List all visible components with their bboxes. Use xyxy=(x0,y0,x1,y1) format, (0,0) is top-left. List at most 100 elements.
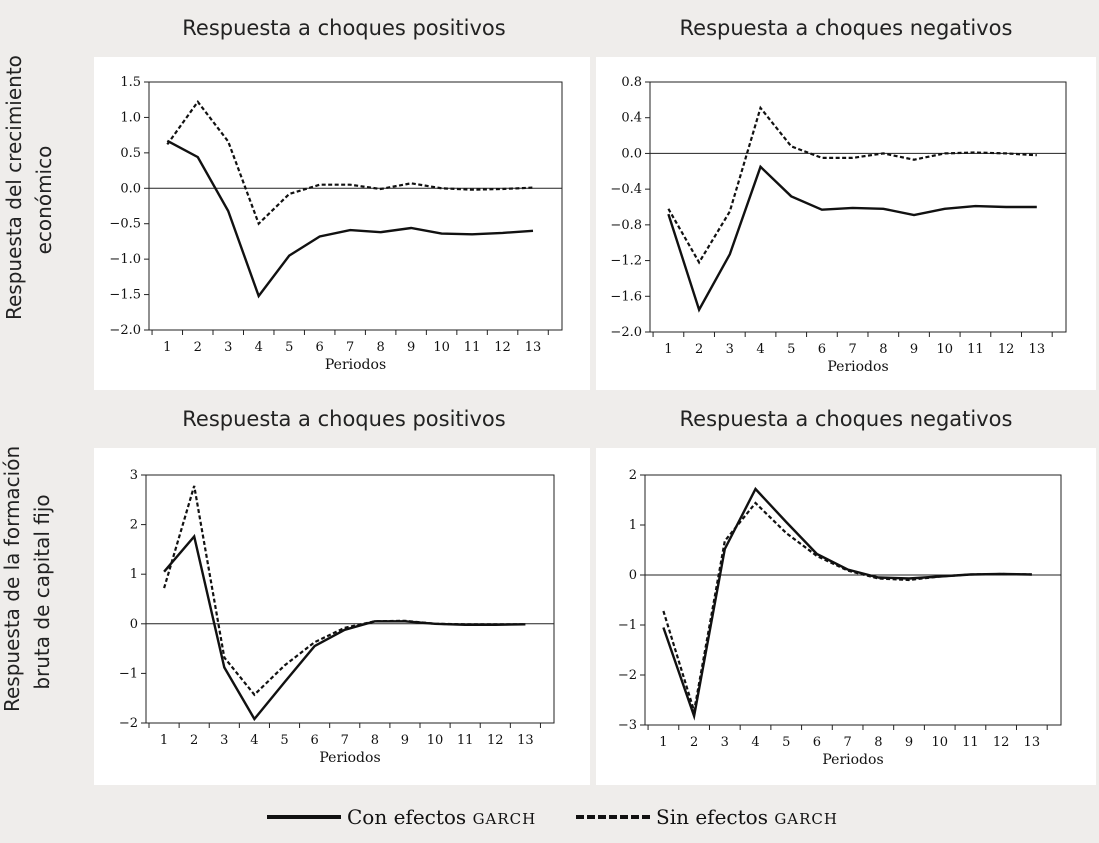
series-line-sin-garch xyxy=(667,105,1037,265)
x-tick-label: 8 xyxy=(874,735,882,750)
chart-title-2: Respuesta a choques negativos xyxy=(679,16,1013,40)
x-tick-label: 12 xyxy=(487,733,504,748)
chart-svg-2: −2.0−1.6−1.2−0.8−0.40.00.40.81 2 3 4 5 6 7 8 9 10… xyxy=(610,75,1067,375)
x-tick-label: 7 xyxy=(843,735,851,750)
y-tick-label: 0 xyxy=(629,568,637,583)
legend-label-sin-sc: GARCH xyxy=(774,810,838,828)
x-tick-label: 10 xyxy=(931,735,948,750)
chart-panel-4: −3 −2 −1 0 1 2 1 2 3 4 5 6 7 8 9 10 11 12 13 Periodos xyxy=(596,448,1096,785)
x-tick-label: 10 xyxy=(936,342,953,357)
y-tick-label: 1.5 xyxy=(120,75,141,90)
series-line-con-garch xyxy=(662,486,1032,721)
x-tick-label: 7 xyxy=(346,340,354,355)
x-tick-label: 1 xyxy=(664,342,672,357)
legend-label-con-prefix: Con efectos xyxy=(347,805,473,829)
x-tick-label: 5 xyxy=(285,340,293,355)
x-tick-label: 7 xyxy=(848,342,856,357)
x-axis-label: Periodos xyxy=(325,357,386,373)
x-tick-label: 11 xyxy=(464,340,481,355)
x-tick-label: 4 xyxy=(751,735,759,750)
y-tick-label: −2.0 xyxy=(109,323,141,338)
y-tick-label: −1 xyxy=(119,666,138,681)
x-tick-label: 11 xyxy=(457,733,474,748)
x-tick-label: 9 xyxy=(905,735,913,750)
y-tick-label: 1.0 xyxy=(120,110,141,125)
y-tick-label: −1.6 xyxy=(610,289,642,304)
row-label-growth-line2: económico xyxy=(32,145,56,255)
x-tick-label: 11 xyxy=(962,735,979,750)
x-tick-label: 6 xyxy=(813,735,821,750)
x-tick-label: 10 xyxy=(427,733,444,748)
x-tick-label: 1 xyxy=(163,340,171,355)
y-tick-label: −1.5 xyxy=(109,288,141,303)
x-tick-label: 4 xyxy=(756,342,764,357)
x-tick-label: 13 xyxy=(525,340,542,355)
series-line-sin-garch xyxy=(662,501,1032,712)
series-line-con-garch xyxy=(166,139,534,299)
series-line-sin-garch xyxy=(163,485,526,697)
legend-label-con-garch: Con efectos GARCH xyxy=(347,805,536,829)
x-tick-label: 6 xyxy=(316,340,324,355)
row-label-growth-line1: Respuesta del crecimiento xyxy=(2,55,26,320)
y-tick-label: 0.5 xyxy=(120,146,141,161)
y-tick-label: 3 xyxy=(130,468,138,483)
x-tick-label: 13 xyxy=(1024,735,1041,750)
chart-panel-3: −2 −1 0 1 2 3 1 2 3 4 5 6 7 8 9 10 11 12 13 Periodos xyxy=(94,448,590,785)
row-label-investment-line2: bruta de capital fijo xyxy=(30,494,54,690)
x-tick-label: 8 xyxy=(377,340,385,355)
x-tick-label: 3 xyxy=(721,735,729,750)
series-line-sin-garch xyxy=(166,99,534,226)
y-tick-label: 0.0 xyxy=(120,181,141,196)
y-tick-label: 0 xyxy=(130,617,138,632)
y-tick-label: 2 xyxy=(130,518,138,533)
chart-panel-2: −2.0 −1.6 −1.2 −0.8 −0.4 0.0 0.4 0.8 1 2 3 4 5 6 7 8 9 10… xyxy=(596,57,1096,390)
x-tick-label: 9 xyxy=(910,342,918,357)
y-tick-label: −2.0 xyxy=(610,325,642,340)
x-tick-label: 4 xyxy=(250,733,258,748)
y-tick-label: −2 xyxy=(618,668,637,683)
x-tick-label: 13 xyxy=(1029,342,1046,357)
plot-frame xyxy=(649,81,1067,333)
y-tick-label: −0.5 xyxy=(109,217,141,232)
x-tick-label: 1 xyxy=(160,733,168,748)
x-axis-label: Periodos xyxy=(827,359,888,375)
chart-title-4: Respuesta a choques negativos xyxy=(679,407,1013,431)
x-tick-label: 11 xyxy=(967,342,984,357)
row-label-investment-line1: Respuesta de la formación xyxy=(0,445,24,712)
legend-label-con-sc: GARCH xyxy=(472,810,537,828)
plot-frame xyxy=(148,81,563,331)
legend-item-sin-garch: Sin efectos GARCH xyxy=(576,800,838,834)
legend-dashed-line xyxy=(576,815,650,819)
x-axis-label: Periodos xyxy=(319,750,380,766)
y-tick-label: 0.8 xyxy=(621,75,642,90)
x-tick-label: 5 xyxy=(787,342,795,357)
x-tick-label: 12 xyxy=(993,735,1010,750)
legend-label-sin-prefix: Sin efectos xyxy=(656,805,775,829)
chart-svg-1: −2.0−1.5−1.0−0.50.00.51.01.51 2 3 4 5 6 7 8 9 10 1… xyxy=(109,75,563,373)
x-tick-label: 1 xyxy=(659,735,667,750)
y-tick-label: −0.8 xyxy=(610,218,642,233)
x-tick-label: 6 xyxy=(818,342,826,357)
x-tick-label: 9 xyxy=(401,733,409,748)
y-tick-label: −2 xyxy=(119,716,138,731)
legend-item-con-garch: Con efectos GARCH xyxy=(267,800,536,834)
legend-label-sin-garch: Sin efectos GARCH xyxy=(656,805,838,829)
series-line-con-garch xyxy=(667,164,1037,313)
chart-title-3: Respuesta a choques positivos xyxy=(182,407,506,431)
y-tick-label: 0.0 xyxy=(621,146,642,161)
x-tick-label: 3 xyxy=(220,733,228,748)
x-tick-label: 3 xyxy=(726,342,734,357)
x-tick-label: 13 xyxy=(517,733,534,748)
plot-frame xyxy=(644,474,1062,726)
y-tick-label: 1 xyxy=(629,518,637,533)
legend-solid-line xyxy=(267,815,341,819)
x-tick-label: 2 xyxy=(695,342,703,357)
x-tick-label: 12 xyxy=(494,340,511,355)
x-tick-label: 12 xyxy=(998,342,1015,357)
series-line-con-garch xyxy=(163,533,526,722)
chart-title-1: Respuesta a choques positivos xyxy=(182,16,506,40)
x-tick-label: 6 xyxy=(310,733,318,748)
plot-frame xyxy=(145,474,555,724)
y-tick-label: −0.4 xyxy=(610,182,642,197)
x-tick-label: 2 xyxy=(194,340,202,355)
